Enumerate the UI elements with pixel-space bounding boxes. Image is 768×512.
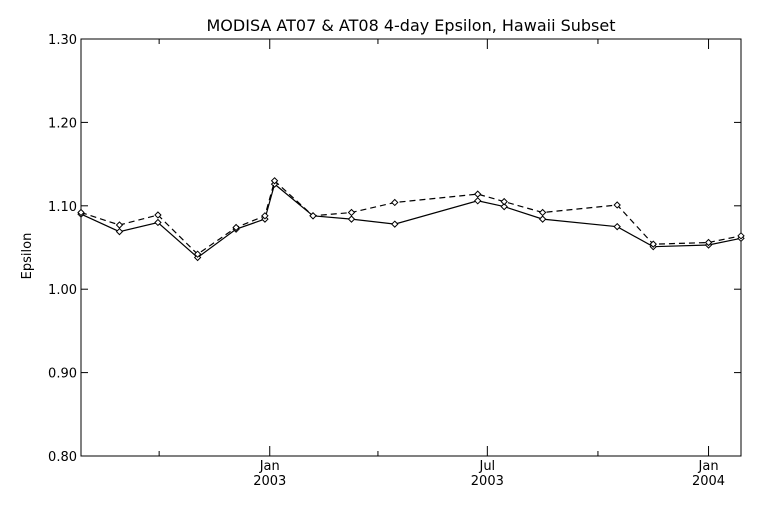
data-point-marker <box>154 211 162 219</box>
data-point-marker <box>270 177 279 185</box>
data-point-marker <box>613 222 621 231</box>
data-point-marker <box>347 208 356 217</box>
data-point-marker <box>347 215 356 223</box>
data-point-marker <box>232 223 240 232</box>
data-point-marker <box>737 232 745 240</box>
data-point-marker <box>309 212 317 220</box>
y-tick-label: 1.10 <box>48 200 77 215</box>
data-point-marker <box>500 197 508 206</box>
y-axis: 0.80 0.90 1.00 1.10 1.20 1.30 <box>48 33 741 465</box>
y-tick-label: 0.90 <box>48 367 77 382</box>
data-point-marker <box>538 215 547 223</box>
x-tick-year-label: 2003 <box>471 474 504 489</box>
data-point-marker <box>391 220 399 228</box>
data-point-marker <box>500 202 508 211</box>
data-point-marker <box>649 240 657 248</box>
series-1 <box>77 180 745 262</box>
series-line <box>80 183 742 259</box>
x-tick-month-label: Jan <box>698 459 719 474</box>
plot-frame <box>80 38 742 457</box>
series-group <box>77 177 745 262</box>
data-point-marker <box>115 227 124 236</box>
x-tick-month-label: Jul <box>478 459 495 474</box>
data-point-marker <box>154 218 162 227</box>
data-point-marker <box>77 208 85 217</box>
y-tick-label: 1.00 <box>48 283 77 298</box>
x-tick-month-label: Jan <box>259 459 280 474</box>
data-point-marker <box>538 208 547 217</box>
data-point-marker <box>474 190 482 198</box>
chart-title: MODISA AT07 & AT08 4-day Epsilon, Hawaii… <box>207 16 616 35</box>
series-line <box>80 179 742 255</box>
data-point-marker <box>391 198 399 207</box>
data-point-marker <box>613 201 621 209</box>
series-2 <box>77 177 745 258</box>
x-tick-year-label: 2003 <box>253 474 286 489</box>
y-axis-label: Epsilon <box>20 233 35 280</box>
data-point-marker <box>704 238 713 247</box>
data-point-marker <box>474 197 482 205</box>
x-tick-year-label: 2004 <box>692 474 725 489</box>
data-point-marker <box>261 212 269 220</box>
data-point-marker <box>193 250 202 258</box>
data-point-marker <box>115 221 124 229</box>
y-tick-label: 1.20 <box>48 116 77 131</box>
y-tick-label: 1.30 <box>48 33 77 48</box>
y-tick-label: 0.80 <box>48 450 77 465</box>
